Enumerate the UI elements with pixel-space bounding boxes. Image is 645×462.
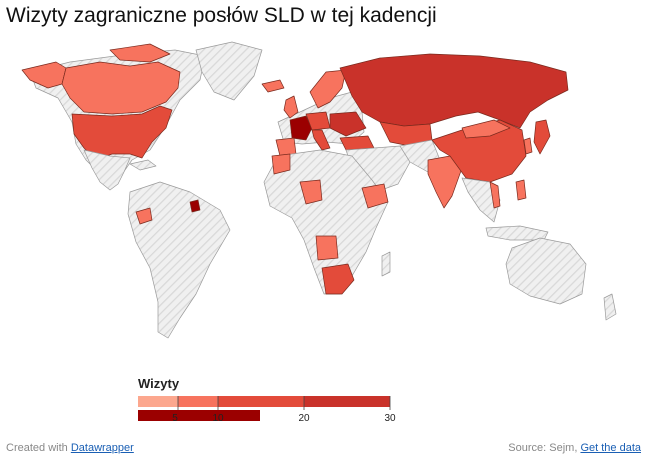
country-australia[interactable] [505,237,587,305]
legend-swatch-2 [178,396,218,407]
country-ethiopia[interactable] [361,183,389,209]
legend-swatch-3 [218,396,304,407]
country-scandinavia[interactable] [309,69,347,109]
country-japan[interactable] [533,119,551,155]
country-italy[interactable] [311,129,331,151]
country-vietnam[interactable] [489,181,501,209]
country-canada-islands[interactable] [109,43,171,63]
country-new-zealand[interactable] [603,293,617,321]
legend: 5 10 20 30 [138,396,396,424]
country-korea[interactable] [523,137,533,155]
country-russia[interactable] [339,53,569,129]
country-nigeria[interactable] [299,179,323,205]
country-angola[interactable] [315,235,339,261]
legend-swatch-1 [138,396,178,407]
datawrapper-link[interactable]: Datawrapper [70,442,134,454]
source-text: Source: Sejm, [508,442,578,454]
country-south-africa[interactable] [321,263,355,295]
country-cuba[interactable] [129,159,157,171]
country-mexico[interactable] [83,149,131,191]
legend-tick-30: 30 [384,413,396,424]
country-morocco[interactable] [271,153,291,175]
country-turkey[interactable] [339,135,375,151]
legend-title: Wizyty [138,376,180,391]
created-with-text: Created with [6,442,68,454]
country-philippines[interactable] [515,179,527,201]
country-united-states[interactable] [71,105,173,161]
country-canada[interactable] [61,61,181,115]
legend-tick-10: 10 [212,413,224,424]
page-title: Wizyty zagraniczne posłów SLD w tej kade… [6,4,437,27]
footer-credit: Created with Datawrapper [6,442,134,454]
country-france[interactable] [289,115,313,141]
country-ukraine[interactable] [329,111,367,137]
country-french-guiana[interactable] [189,199,201,213]
country-mongolia[interactable] [461,119,511,139]
country-alaska[interactable] [21,61,67,89]
legend-swatch-5 [138,410,260,421]
country-ecuador[interactable] [135,207,153,225]
footer-source: Source: Sejm, Get the data [508,442,641,454]
legend-tick-5: 5 [172,413,178,424]
country-indonesia[interactable] [485,225,549,241]
world-map[interactable] [0,32,645,362]
map-region-south-america[interactable] [127,181,231,339]
country-iceland[interactable] [261,79,285,93]
country-greenland[interactable] [195,41,263,101]
get-data-link[interactable]: Get the data [580,442,641,454]
legend-tick-20: 20 [298,413,310,424]
country-spain[interactable] [275,137,297,157]
legend-swatch-4 [304,396,390,407]
country-madagascar[interactable] [381,251,391,277]
country-united-kingdom[interactable] [283,95,299,119]
